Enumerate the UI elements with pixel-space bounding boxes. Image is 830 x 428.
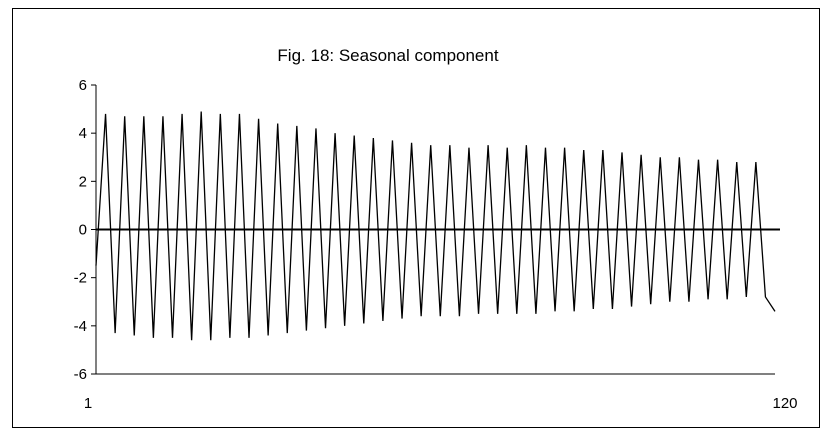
y-tick-label: 2 — [79, 173, 87, 190]
seasonal-component-chart: Fig. 18: Seasonal component 6 4 2 0 -2 -4 -6 1… — [74, 46, 798, 412]
x-tick-label: 120 — [772, 395, 797, 412]
y-tick-label: -6 — [74, 366, 87, 383]
y-tick-label: 0 — [79, 222, 87, 239]
y-tick-label: -4 — [74, 318, 87, 335]
series-line — [95, 111, 776, 341]
chart-frame: Fig. 18: Seasonal component 6 4 2 0 -2 -4 -6 1… — [12, 8, 820, 428]
y-tick-label: 4 — [79, 125, 87, 142]
x-axis: 1 120 — [84, 373, 798, 412]
y-axis: 6 4 2 0 -2 -4 -6 — [74, 77, 97, 383]
y-tick-label: -2 — [74, 270, 87, 287]
chart-title: Fig. 18: Seasonal component — [277, 46, 498, 65]
x-tick-label: 1 — [84, 395, 92, 412]
y-tick-label: 6 — [79, 77, 87, 94]
series-group — [95, 111, 776, 341]
